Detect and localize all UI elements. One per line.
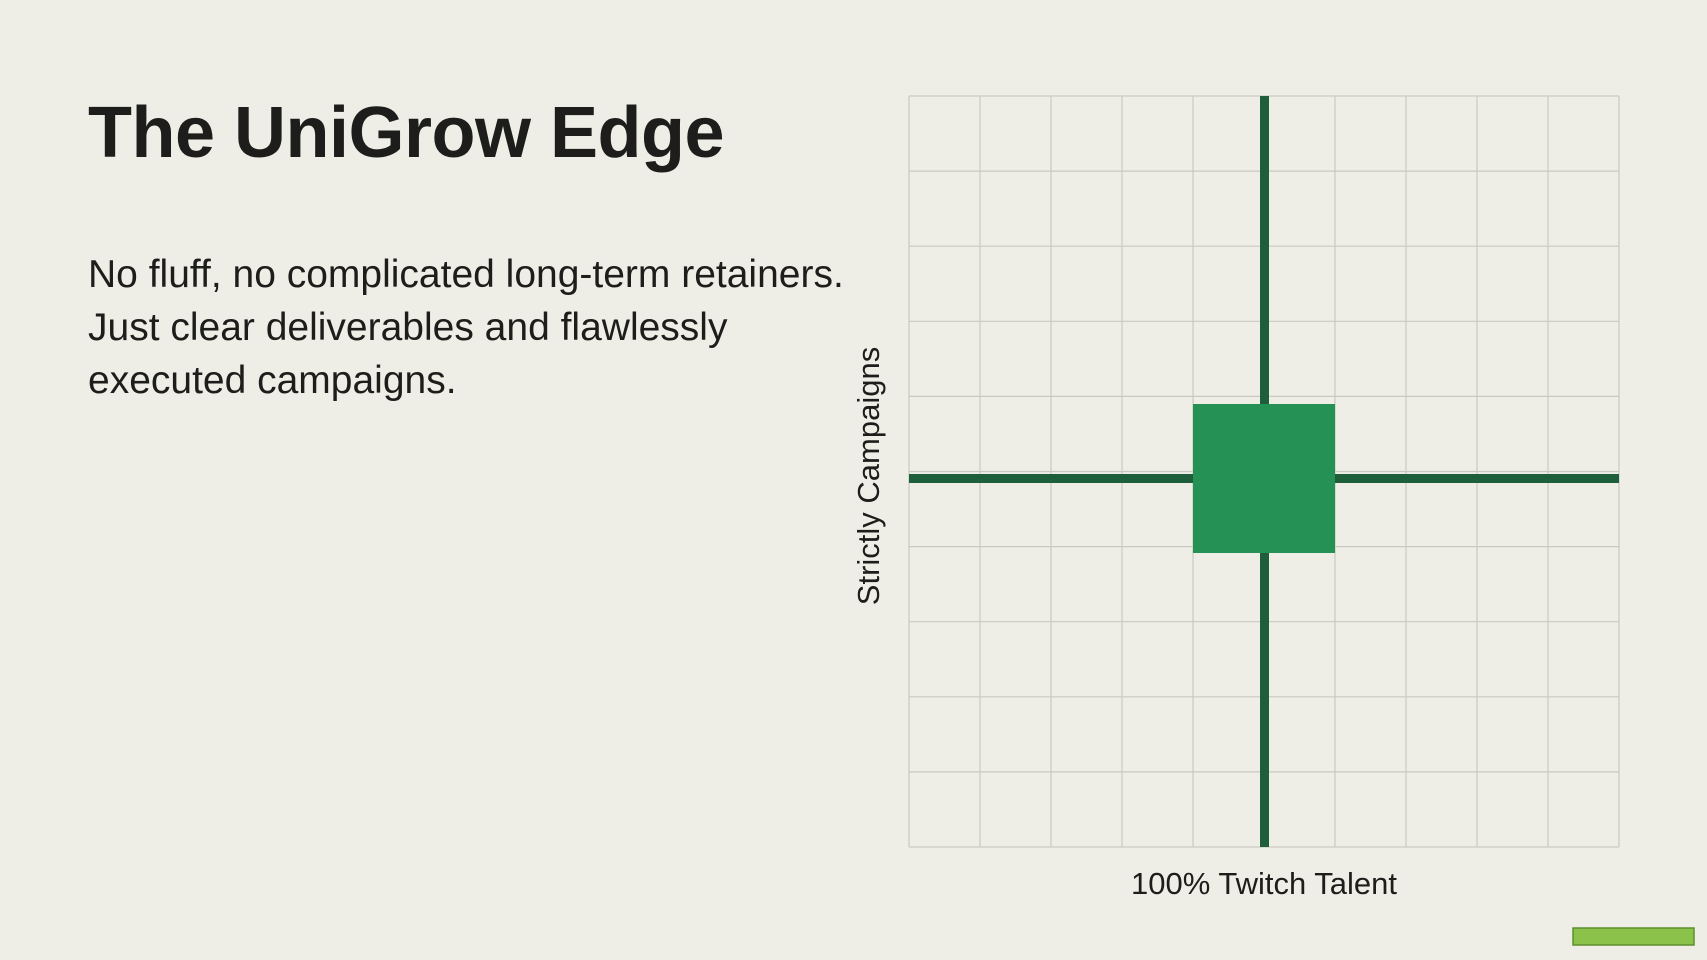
progress-indicator	[1572, 927, 1695, 946]
center-square	[1193, 404, 1335, 553]
title: The UniGrow Edge	[88, 93, 725, 173]
x-label: 100% Twitch Talent	[1131, 866, 1397, 901]
body-text: No fluff, no complicated long-term retai…	[88, 253, 844, 402]
y-label: Strictly Campaigns	[851, 347, 886, 605]
